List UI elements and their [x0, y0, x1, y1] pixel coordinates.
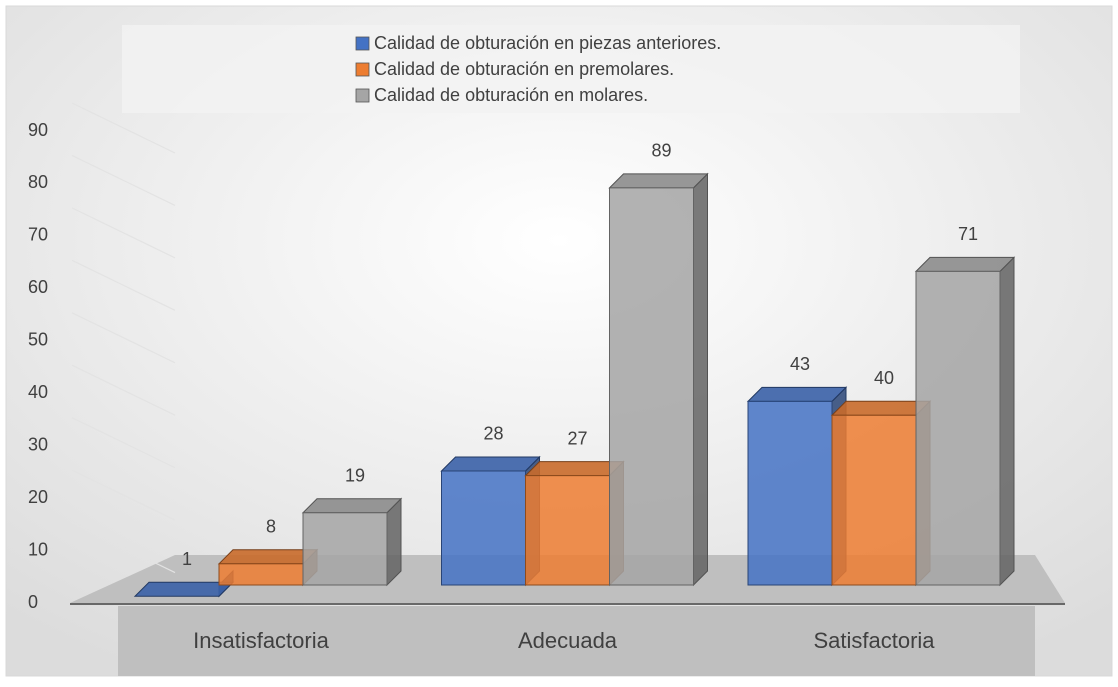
bar-top	[524, 461, 625, 477]
x-tick-label: Insatisfactoria	[193, 628, 329, 653]
bar-top	[217, 549, 319, 565]
y-tick-label: 10	[28, 539, 48, 559]
bar-side	[999, 256, 1015, 587]
y-tick-label: 90	[28, 120, 48, 140]
bar-top	[301, 498, 403, 514]
bar-top	[133, 581, 235, 597]
value-label: 43	[790, 354, 810, 374]
legend-swatch	[355, 62, 370, 77]
bar	[218, 563, 304, 586]
value-label: 71	[958, 224, 978, 244]
x-tick-label: Satisfactoria	[813, 628, 935, 653]
value-label: 27	[567, 428, 587, 448]
y-tick-label: 20	[28, 487, 48, 507]
legend-swatch	[355, 36, 370, 51]
bar	[609, 187, 694, 586]
legend-box	[122, 25, 1020, 113]
grid-line	[71, 102, 176, 154]
bar-side	[386, 497, 402, 587]
bar	[915, 270, 1001, 586]
bar-side	[693, 172, 708, 587]
bar	[831, 414, 917, 586]
value-label: 19	[345, 465, 365, 485]
value-label: 1	[182, 549, 192, 569]
bar-top	[746, 386, 848, 402]
y-tick-label: 40	[28, 382, 48, 402]
bar-top	[608, 173, 709, 189]
bar	[747, 400, 833, 586]
grid-line	[71, 259, 176, 311]
grid-line	[71, 312, 176, 364]
grid-line	[71, 364, 176, 416]
value-label: 40	[874, 368, 894, 388]
bar	[441, 470, 526, 586]
legend-label: Calidad de obturación en piezas anterior…	[374, 33, 721, 53]
bar-top	[914, 256, 1016, 272]
x-tick-label: Adecuada	[518, 628, 618, 653]
bar-top	[440, 456, 541, 472]
bar	[525, 475, 610, 586]
y-tick-label: 60	[28, 277, 48, 297]
bar-top	[830, 400, 932, 416]
legend-swatch	[355, 88, 370, 103]
y-tick-label: 80	[28, 172, 48, 192]
y-tick-label: 70	[28, 225, 48, 245]
value-label: 8	[266, 517, 276, 537]
bar	[302, 512, 388, 586]
category-band	[118, 606, 1035, 676]
grid-line	[71, 154, 176, 206]
value-label: 28	[483, 424, 503, 444]
y-tick-label: 30	[28, 434, 48, 454]
grid-line	[71, 469, 176, 521]
y-tick-label: 0	[28, 592, 38, 612]
legend-label: Calidad de obturación en premolares.	[374, 59, 674, 79]
grid-line	[71, 417, 176, 469]
value-label: 89	[651, 141, 671, 161]
grid-line	[71, 207, 176, 259]
y-tick-label: 50	[28, 330, 48, 350]
legend-label: Calidad de obturación en molares.	[374, 85, 648, 105]
grid-line	[71, 522, 176, 574]
